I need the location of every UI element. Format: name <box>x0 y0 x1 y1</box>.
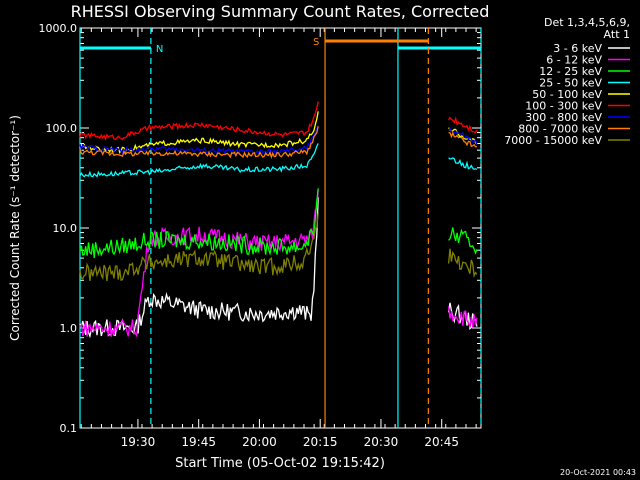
legend-header-line-1: Det 1,3,4,5,6,9, <box>544 16 630 29</box>
x-tick-label: 20:00 <box>242 435 277 449</box>
series-line-5 <box>79 101 319 141</box>
flag-label-n: N <box>156 44 163 55</box>
series-line-tail-5 <box>448 116 478 134</box>
legend-label: 3 - 6 keV <box>553 42 602 55</box>
y-tick-label: 100.0 <box>46 122 78 135</box>
series-line-tail-2 <box>448 227 478 255</box>
y-tick-label: 0.1 <box>60 422 78 435</box>
legend-label: 6 - 12 keV <box>546 54 602 67</box>
flag-label-s: S <box>313 37 319 48</box>
x-tick-label: 19:30 <box>121 435 156 449</box>
chart-title: RHESSI Observing Summary Count Rates, Co… <box>71 2 490 21</box>
series-line-tail-8 <box>447 248 478 278</box>
y-tick-label: 1.0 <box>60 322 78 335</box>
legend-label: 800 - 7000 keV <box>518 123 602 136</box>
generation-date: 20-Oct-2021 00:43 <box>560 468 636 477</box>
legend-header-line-2: Att 1 <box>604 28 630 41</box>
x-tick-label: 19:45 <box>181 435 216 449</box>
series-line-tail-3 <box>448 157 478 171</box>
x-tick-label: 20:15 <box>303 435 338 449</box>
series-line-8 <box>79 212 319 281</box>
legend-label: 100 - 300 keV <box>525 100 602 113</box>
legend-label: 12 - 25 keV <box>539 65 602 78</box>
x-tick-label: 20:30 <box>364 435 399 449</box>
series-line-4 <box>79 111 319 154</box>
legend-label: 7000 - 15000 keV <box>504 134 602 147</box>
series-line-3 <box>79 143 319 178</box>
series-line-tail-7 <box>448 131 477 148</box>
plot-frame <box>79 27 482 429</box>
x-tick-label: 20:45 <box>424 435 459 449</box>
series-line-0 <box>79 197 319 339</box>
y-axis-label: Corrected Count Rate (s⁻¹ detector⁻¹) <box>8 115 22 341</box>
series-line-tail-1 <box>447 306 478 329</box>
series-line-7 <box>79 126 319 159</box>
y-tick-label: 1000.0 <box>39 22 78 35</box>
y-tick-label: 10.0 <box>53 222 78 235</box>
legend-label: 300 - 800 keV <box>525 111 602 124</box>
series-line-1 <box>79 189 319 337</box>
x-axis-label: Start Time (05-Oct-02 19:15:42) <box>175 456 385 471</box>
series-line-tail-4 <box>448 127 478 145</box>
series-line-2 <box>79 188 319 258</box>
legend-label: 50 - 100 keV <box>532 88 602 101</box>
legend-label: 25 - 50 keV <box>539 77 602 90</box>
